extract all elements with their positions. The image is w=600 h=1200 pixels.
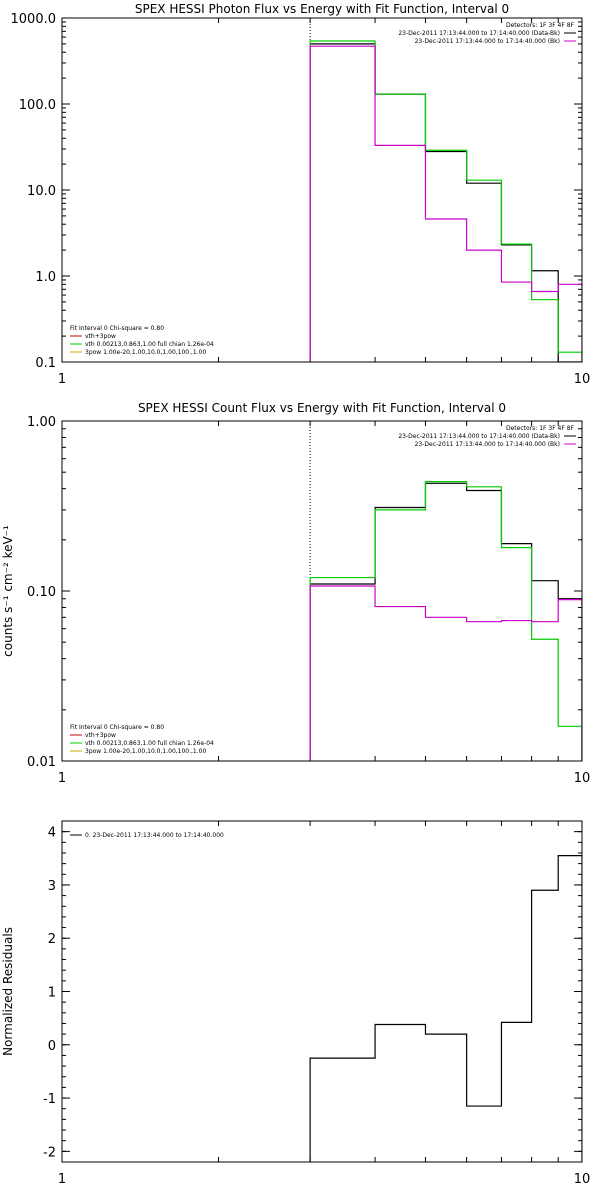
x-tick-label: 10 (574, 372, 591, 387)
y-tick-label: 0.10 (27, 585, 56, 600)
plot-area (309, 421, 582, 761)
y-tick-label: 0.01 (27, 755, 56, 770)
x-tick-label: 10 (574, 1172, 591, 1187)
detector-header: Detectors: 1F 3F 4F 8F (506, 425, 575, 432)
legend-entry-label: 3pow 1.00e-20,1.00,10.0,1.00,100.,1.00 (85, 748, 206, 755)
legend-entry-label: Fit Interval 0 Chi-square = 0.80 (70, 325, 164, 332)
y-tick-label: 10.0 (27, 184, 56, 199)
series-line-1 (309, 43, 582, 362)
chart-panel-3: Normalized Residuals -2 -1 0 1 2 3 4 1 10 0. 23-De… (1, 820, 591, 1187)
series-line-2 (309, 481, 582, 761)
legend-entry-label: vth+3pow (85, 333, 116, 340)
legend-entry-label: 23-Dec-2011 17:13:44.000 to 17:14:40.000… (398, 30, 560, 37)
x-tick-label: 1 (58, 372, 66, 387)
series-line-1 (309, 482, 582, 761)
legend-entry-label: 23-Dec-2011 17:13:44.000 to 17:14:40.000… (398, 433, 560, 440)
y-tick-label: 1000.0 (11, 12, 57, 27)
legend-entry-label: 0. 23-Dec-2011 17:13:44.000 to 17:14:40.… (85, 832, 224, 839)
chart-title: SPEX HESSI Photon Flux vs Energy with Fi… (135, 2, 509, 16)
x-tick-label: 1 (58, 771, 66, 786)
y-tick-label: 2 (48, 932, 56, 947)
y-tick-label: 1.00 (27, 415, 56, 430)
legend-entry-label: vth 0.00213,0.863,1.00 full chian 1.26e-… (85, 740, 214, 747)
legend-entry-label: Fit Interval 0 Chi-square = 0.80 (70, 724, 164, 731)
legend-entry-label: 23-Dec-2011 17:13:44.000 to 17:14:40.000… (415, 38, 560, 45)
legend-entry-label: vth 0.00213,0.863,1.00 full chian 1.26e-… (85, 341, 214, 348)
y-axis-label: Normalized Residuals (1, 927, 15, 1056)
x-tick-label: 1 (58, 1172, 66, 1187)
legend-entry-label: 3pow 1.00e-20,1.00,10.0,1.00,100.,1.00 (85, 349, 206, 356)
y-tick-label: 0 (48, 1039, 56, 1054)
plot-frame (61, 17, 583, 363)
y-axis-label: counts s⁻¹ cm⁻² keV⁻¹ (1, 525, 15, 657)
y-tick-label: 0.1 (35, 356, 56, 371)
y-tick-label: 1 (48, 986, 56, 1001)
series-line-3 (309, 45, 582, 362)
y-tick-label: 1.0 (35, 270, 56, 285)
plot-frame (61, 420, 583, 762)
legend-entry-label: vth+3pow (85, 732, 116, 739)
x-tick-label: 10 (574, 771, 591, 786)
y-tick-label: 100.0 (19, 98, 56, 113)
plot-area (309, 855, 582, 1162)
chart-title: SPEX HESSI Count Flux vs Energy with Fit… (138, 401, 506, 415)
plot-area (309, 18, 582, 362)
series-line-3 (309, 585, 582, 761)
y-tick-label: -1 (43, 1092, 56, 1107)
chart-panel-2: SPEX HESSI Count Flux vs Energy with Fit… (1, 401, 590, 786)
y-tick-label: 3 (48, 879, 56, 894)
y-tick-label: 4 (48, 826, 56, 841)
series-line-2 (309, 40, 582, 362)
y-tick-label: -2 (43, 1145, 56, 1160)
plot-frame (61, 820, 583, 1163)
series-line-1 (309, 855, 582, 1162)
detector-header: Detectors: 1F 3F 4F 8F (506, 22, 575, 29)
chart-panel-1: SPEX HESSI Photon Flux vs Energy with Fi… (11, 2, 591, 387)
legend-entry-label: 23-Dec-2011 17:13:44.000 to 17:14:40.000… (415, 441, 560, 448)
